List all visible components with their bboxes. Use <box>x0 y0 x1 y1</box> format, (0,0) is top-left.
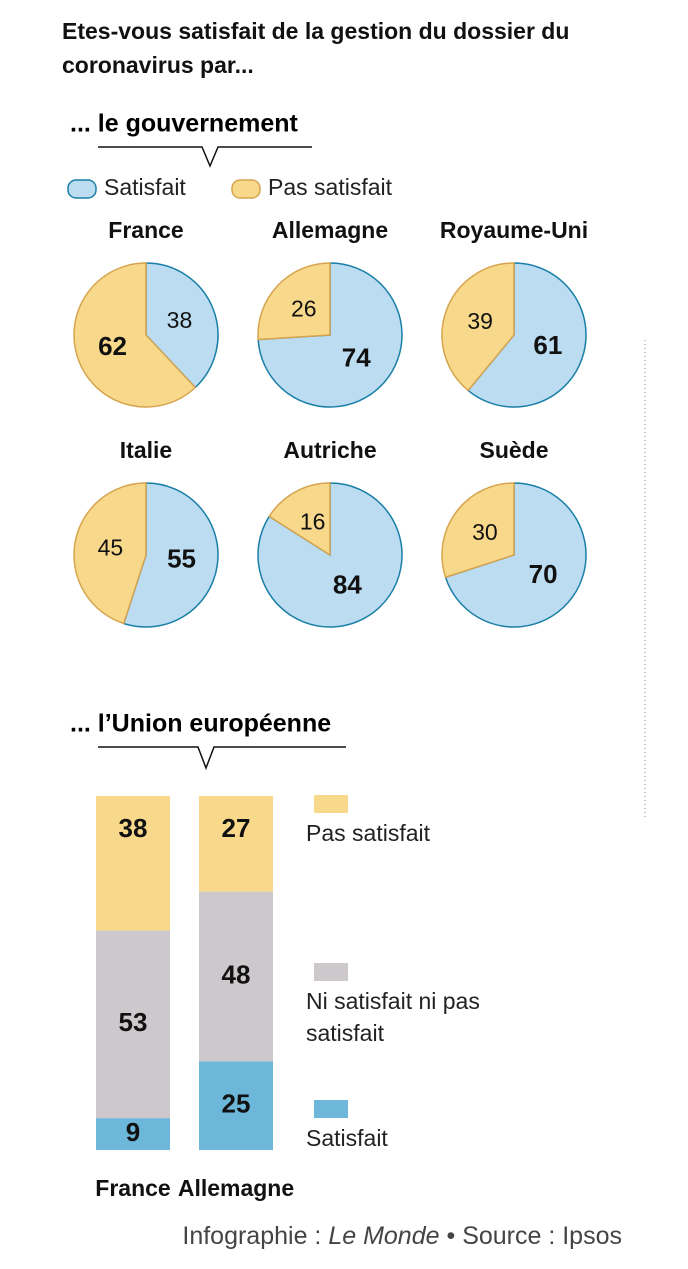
value-label: 45 <box>98 534 124 560</box>
pie-slice <box>467 262 587 408</box>
value-label: 55 <box>167 544 196 574</box>
value-label: 48 <box>222 959 251 989</box>
value-label: 30 <box>472 519 498 545</box>
pie-slice <box>73 482 147 625</box>
bar-segment <box>199 891 273 1062</box>
value-label: 27 <box>222 813 251 843</box>
pie-slice <box>444 482 587 628</box>
bar-segment <box>96 1118 170 1150</box>
value-label: 84 <box>333 569 362 599</box>
legend-label: Satisfait <box>306 1125 388 1151</box>
value-label: 26 <box>291 295 317 321</box>
pie-title: Suède <box>479 437 548 463</box>
x-tick-label: France <box>95 1175 170 1201</box>
value-label: 70 <box>529 559 558 589</box>
pie-slice <box>268 482 331 557</box>
pie-slice <box>122 482 219 628</box>
pie-title: Allemagne <box>272 217 388 243</box>
legend-swatch <box>314 963 348 981</box>
pie-title: France <box>108 217 183 243</box>
value-label: 53 <box>119 1007 148 1037</box>
bar-segment <box>199 796 273 892</box>
value-label: 16 <box>300 509 326 535</box>
value-label: 25 <box>222 1089 251 1119</box>
pie-slice <box>257 262 331 341</box>
value-label: 39 <box>467 308 493 334</box>
x-tick-label: Allemagne <box>178 1175 294 1201</box>
bracket <box>98 746 346 771</box>
pie-title: Italie <box>120 437 172 463</box>
value-label: 9 <box>126 1117 140 1147</box>
value-label: 74 <box>342 343 371 373</box>
legend-swatch <box>67 179 97 199</box>
source: Source : Ipsos <box>462 1222 622 1250</box>
outlet: Le Monde <box>328 1222 440 1250</box>
pie-slice <box>73 262 197 408</box>
pie-slice <box>441 482 515 579</box>
bar-segment <box>96 796 170 931</box>
value-label: 38 <box>167 307 193 333</box>
footer: Infographie : Le Monde • Source : Ipsos <box>182 1222 622 1250</box>
legend-swatch <box>314 1100 348 1118</box>
legend-label: Satisfait <box>104 174 186 200</box>
pie-title: Royaume-Uni <box>440 217 588 243</box>
legend-label: Pas satisfait <box>306 820 430 846</box>
bracket <box>98 146 312 168</box>
bar-segment <box>199 1061 273 1150</box>
legend-label: Ni satisfait ni pas satisfait <box>306 988 480 1046</box>
credit: Infographie : <box>182 1222 322 1250</box>
legend-swatch <box>231 179 261 199</box>
pie-slice <box>441 262 515 392</box>
pie-slice <box>145 262 219 389</box>
value-label: 61 <box>533 330 562 360</box>
chart-title: Etes-vous satisfait de la gestion du dos… <box>62 18 570 78</box>
section-title: ... le gouvernement <box>70 110 299 138</box>
legend-label: Pas satisfait <box>268 174 393 200</box>
bar-segment <box>96 930 170 1119</box>
section-title: ... l’Union européenne <box>70 710 331 738</box>
value-label: 38 <box>119 813 148 843</box>
value-label: 62 <box>98 331 127 361</box>
pie-title: Autriche <box>283 437 376 463</box>
legend-swatch <box>314 795 348 813</box>
